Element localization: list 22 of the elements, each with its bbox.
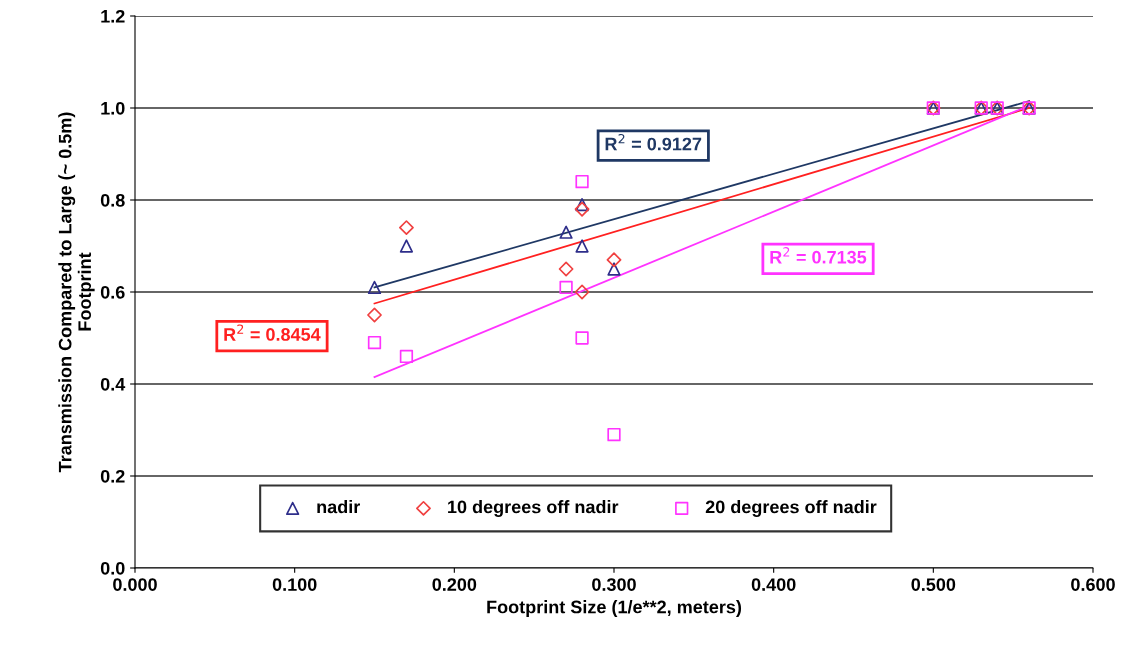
legend-label: 20 degrees off nadir <box>705 500 877 517</box>
annotation: R$^{2}$ = 0.9127 <box>605 133 702 151</box>
x-tick-label: 0.100 <box>272 578 317 591</box>
x-axis-title: Footprint Size (1/e**2, meters) <box>487 600 742 617</box>
annotation: R$^{2}$ = 0.7135 <box>770 247 867 264</box>
y-tick-label: 0.6 <box>100 285 125 299</box>
x-tick-label: 0.500 <box>911 578 956 591</box>
legend-label: nadir <box>317 500 361 514</box>
x-tick-label: 0.000 <box>113 578 157 591</box>
y-tick-label: 0.0 <box>100 561 125 575</box>
y-tick-label: 0.2 <box>100 469 125 483</box>
y-tick-label: 1.0 <box>101 101 125 115</box>
legend-label: 10 degrees off nadir <box>448 500 619 517</box>
annotation: R$^{2}$ = 0.8454 <box>224 324 321 341</box>
y-tick-label: 1.2 <box>101 9 125 23</box>
y-axis-title: Transmission Compared to Large (~ 0.5m) Footprint <box>58 112 95 473</box>
y-tick-label: 0.8 <box>100 193 125 207</box>
x-tick-label: 0.400 <box>751 578 796 591</box>
x-tick-label: 0.300 <box>592 578 636 592</box>
x-tick-label: 0.200 <box>432 578 477 591</box>
x-tick-label: 0.600 <box>1071 578 1115 591</box>
y-tick-label: 0.4 <box>100 377 126 391</box>
